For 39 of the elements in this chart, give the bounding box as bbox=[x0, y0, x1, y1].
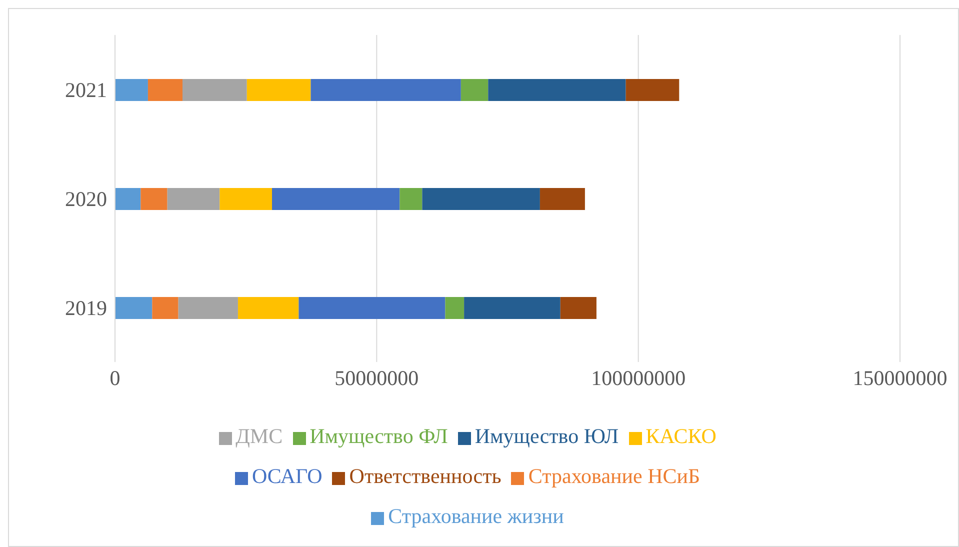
y-tick-label: 2019 bbox=[65, 296, 107, 320]
bar bbox=[115, 79, 148, 101]
legend-label: Ответственность bbox=[349, 464, 502, 488]
bar bbox=[272, 188, 400, 210]
y-tick-label: 2021 bbox=[65, 78, 107, 102]
legend-label: Имущество ЮЛ bbox=[474, 424, 619, 448]
bar bbox=[626, 79, 680, 101]
bar bbox=[400, 188, 422, 210]
legend-label: Страхование жизни bbox=[388, 504, 564, 528]
x-tick-label: 50000000 bbox=[334, 366, 419, 390]
bar bbox=[310, 79, 461, 101]
legend-label: Страхование НСиБ bbox=[528, 464, 700, 488]
bar bbox=[488, 79, 626, 101]
bar bbox=[460, 79, 488, 101]
bar bbox=[238, 297, 299, 319]
bar bbox=[182, 79, 247, 101]
x-tick-label: 100000000 bbox=[591, 366, 686, 390]
legend-label: Имущество ФЛ bbox=[310, 424, 448, 448]
x-tick-label: 0 bbox=[110, 366, 120, 390]
bar bbox=[422, 188, 540, 210]
legend-label: ОСАГО bbox=[252, 464, 322, 488]
y-tick-label: 2020 bbox=[65, 186, 107, 211]
bar bbox=[560, 297, 596, 319]
bar bbox=[540, 188, 585, 210]
x-tick-label: 150000000 bbox=[852, 366, 948, 390]
bar bbox=[152, 297, 178, 319]
bar bbox=[246, 79, 311, 101]
bar bbox=[115, 188, 141, 210]
bar bbox=[148, 79, 183, 101]
legend-label: КАСКО bbox=[646, 424, 716, 448]
bar bbox=[178, 297, 238, 319]
bar bbox=[140, 188, 168, 210]
bar bbox=[298, 297, 446, 319]
legend-label: ДМС bbox=[236, 424, 283, 448]
bar bbox=[445, 297, 464, 319]
bar bbox=[167, 188, 220, 210]
bar bbox=[115, 297, 152, 319]
bar bbox=[220, 188, 272, 210]
bar bbox=[464, 297, 560, 319]
